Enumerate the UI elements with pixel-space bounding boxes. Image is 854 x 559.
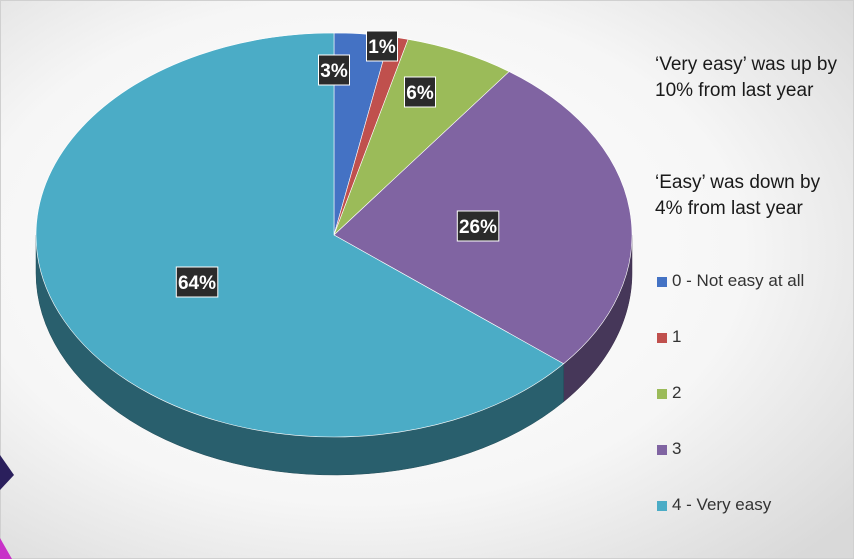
legend-swatch-1 — [657, 333, 667, 343]
annotation-easy: ‘Easy’ was down by 4% from last year — [655, 172, 821, 219]
annotation-very-easy: ‘Very easy’ was up by 10% from last year — [655, 54, 837, 101]
data-label-2: 6% — [406, 83, 434, 104]
legend-label-0: 0 - Not easy at all — [672, 271, 805, 290]
legend-label-1: 1 — [672, 327, 682, 346]
data-label-0: 3% — [320, 61, 348, 82]
legend-swatch-2 — [657, 389, 667, 399]
legend-label-2: 2 — [672, 383, 682, 402]
legend-item-3: 3 — [655, 436, 845, 492]
legend-swatch-4 — [657, 501, 667, 511]
legend-item-0: 0 - Not easy at all — [655, 268, 845, 324]
legend-item-2: 2 — [655, 380, 845, 436]
pie-data-labels: 3% 1% 6% 26% 64% — [175, 30, 500, 298]
pie-slice-4 — [35, 32, 565, 438]
data-label-box-4 — [175, 266, 219, 298]
corner-decoration-dark — [0, 455, 14, 490]
legend-item-4: 4 - Very easy — [655, 492, 845, 548]
data-label-box-0 — [318, 54, 350, 86]
legend-label-4: 4 - Very easy — [672, 495, 772, 514]
data-label-4: 64% — [178, 273, 216, 294]
legend-swatch-3 — [657, 445, 667, 455]
legend-swatch-0 — [657, 277, 667, 287]
legend-item-1: 1 — [655, 324, 845, 380]
data-label-box-2 — [404, 76, 436, 108]
chart-legend: 0 - Not easy at all 1 2 3 4 - Very easy — [655, 268, 845, 548]
legend-label-3: 3 — [672, 439, 682, 458]
data-label-3: 26% — [459, 217, 497, 238]
data-label-box-3 — [456, 210, 500, 242]
data-label-box-1 — [366, 30, 398, 62]
pie-slices — [35, 32, 633, 438]
corner-decoration-magenta — [0, 538, 12, 559]
data-label-1: 1% — [368, 37, 396, 58]
